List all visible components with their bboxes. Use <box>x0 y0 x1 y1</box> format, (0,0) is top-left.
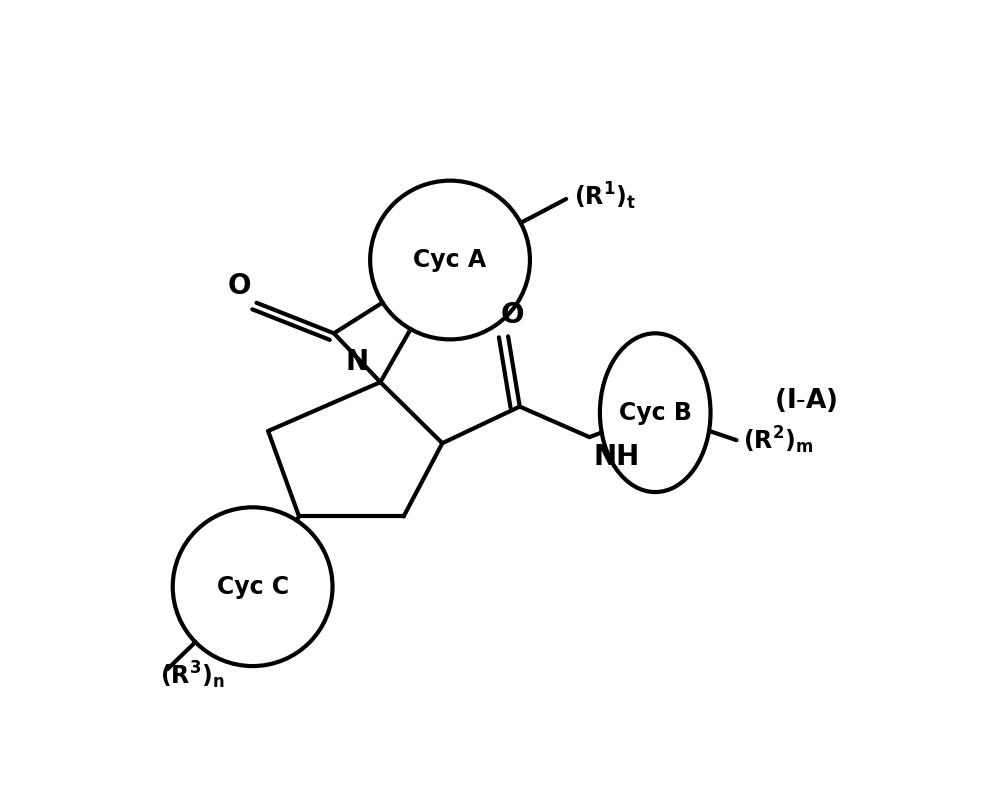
Text: $\mathbf{(R^1)_t}$: $\mathbf{(R^1)_t}$ <box>573 180 636 212</box>
Text: Cyc B: Cyc B <box>618 400 691 425</box>
Text: Cyc A: Cyc A <box>414 248 487 272</box>
Text: O: O <box>500 301 523 329</box>
Text: NH: NH <box>593 443 639 471</box>
Text: Cyc C: Cyc C <box>217 575 289 599</box>
Text: O: O <box>228 272 251 300</box>
Text: $\mathbf{(R^3)_n}$: $\mathbf{(R^3)_n}$ <box>160 660 225 691</box>
Text: $\mathbf{(I\text{-}A)}$: $\mathbf{(I\text{-}A)}$ <box>774 386 838 415</box>
Text: N: N <box>346 348 369 376</box>
Text: $\mathbf{(R^2)_m}$: $\mathbf{(R^2)_m}$ <box>742 424 813 456</box>
